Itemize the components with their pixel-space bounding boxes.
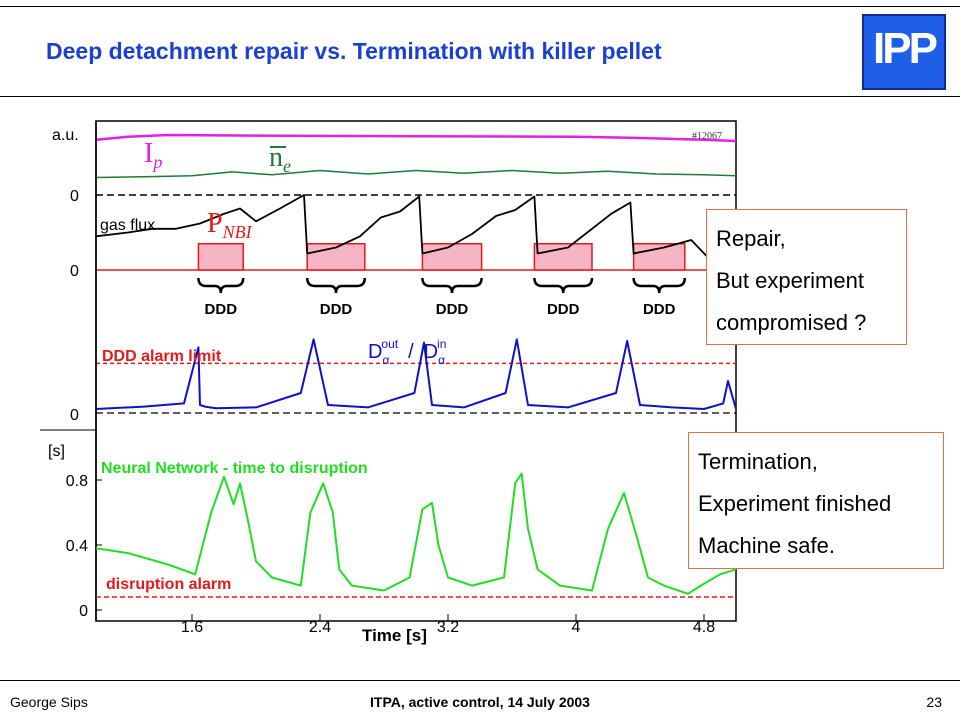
footer-page-number: 23 xyxy=(926,694,942,710)
y-label-zero-flux: 0 xyxy=(70,263,79,280)
ddd-label: DDD xyxy=(436,301,469,318)
callout-repair-line: But experiment xyxy=(716,268,864,293)
y-label-zero-dalpha: 0 xyxy=(70,407,79,424)
logo-text: IPP xyxy=(873,24,938,73)
ip-series-line xyxy=(95,133,737,143)
ne-label-sub: e xyxy=(283,156,291,176)
callout-termination-line: Machine safe. xyxy=(698,533,835,558)
d-alpha-in: D xyxy=(424,341,438,363)
top-rule xyxy=(0,6,960,7)
gas-flux-label: gas flux xyxy=(100,217,155,234)
ipp-logo: IPP xyxy=(862,14,946,90)
d-alpha-out-sup: out xyxy=(381,337,398,351)
pnbi-label-main: P xyxy=(207,208,223,239)
callout-termination: Termination, Experiment finished Machine… xyxy=(688,432,944,569)
d-alpha-out-sub: α xyxy=(382,353,389,367)
d-alpha-in-sup: in xyxy=(437,337,446,351)
d-alpha-ratio-series-line xyxy=(95,338,737,410)
ip-label-main: I xyxy=(144,138,153,169)
d-alpha-ratio-label: Dα out / Dα in xyxy=(368,337,446,367)
nbi-power-block xyxy=(421,243,483,271)
ddd-brace xyxy=(305,277,367,294)
ddd-label: DDD xyxy=(205,301,238,318)
nn-time-to-disruption-series-line xyxy=(95,472,737,595)
nn-series-label: Neural Network - time to disruption xyxy=(101,460,368,477)
d-alpha-out: D xyxy=(368,341,382,363)
nbi-power-block xyxy=(306,243,366,271)
ddd-label: DDD xyxy=(547,301,580,318)
x-tick-label: 4 xyxy=(572,619,581,636)
ddd-brace xyxy=(632,277,687,294)
d-alpha-in-sub: α xyxy=(438,353,445,367)
callout-termination-line: Experiment finished xyxy=(698,491,892,516)
callout-repair-line: Repair, xyxy=(716,226,786,251)
x-tick-label: 4.8 xyxy=(693,619,715,636)
x-tick-label: 1.6 xyxy=(181,619,203,636)
slide-title: Deep detachment repair vs. Termination w… xyxy=(46,38,662,64)
callout-repair: Repair, But experiment compromised ? xyxy=(706,209,907,345)
middle-panel xyxy=(40,121,737,621)
footer-author: George Sips xyxy=(10,694,88,710)
y-unit-seconds: [s] xyxy=(48,443,65,460)
ip-label: Ip xyxy=(144,138,162,172)
gas-flux-series-line xyxy=(95,194,736,271)
disruption-alarm-label: disruption alarm xyxy=(106,576,231,593)
ddd-brace xyxy=(197,277,245,294)
ne-label-main: n xyxy=(269,142,283,173)
callout-repair-line: compromised ? xyxy=(716,310,867,335)
y-label-au: a.u. xyxy=(52,127,79,144)
ne-series-line xyxy=(95,169,737,179)
lower-panel: 0 0.4 0.8 xyxy=(66,472,737,620)
ratio-slash: / xyxy=(408,341,414,363)
x-axis: 1.6 2.4 3.2 4 4.8 xyxy=(181,614,715,636)
nbi-power-block xyxy=(632,243,686,271)
y-label-zero-ne: 0 xyxy=(70,188,79,205)
footer-rule xyxy=(0,680,960,681)
x-axis-title: Time [s] xyxy=(362,626,427,645)
ddd-alarm-label: DDD alarm limit xyxy=(102,348,222,365)
shot-label: #12067 xyxy=(692,131,722,142)
x-tick-label: 3.2 xyxy=(437,619,459,636)
ddd-brace xyxy=(421,277,483,294)
ddd-label: DDD xyxy=(320,301,353,318)
footer-event: ITPA, active control, 14 July 2003 xyxy=(370,694,590,710)
ip-label-sub: p xyxy=(151,152,162,172)
upper-panel: DDD DDD DDD DDD DDD xyxy=(95,133,737,318)
ddd-label: DDD xyxy=(643,301,676,318)
y-tick-label: 0.4 xyxy=(66,538,88,555)
ddd-brace xyxy=(533,277,594,294)
callout-termination-line: Termination, xyxy=(698,449,818,474)
y-tick-label: 0.8 xyxy=(66,473,88,490)
y-tick-label: 0 xyxy=(79,603,88,620)
title-rule xyxy=(0,96,960,97)
pnbi-label-sub: NBI xyxy=(222,222,253,242)
ne-label: ne xyxy=(269,142,291,176)
nbi-power-block xyxy=(197,243,244,271)
x-tick-label: 2.4 xyxy=(309,619,331,636)
pnbi-label: PNBI xyxy=(207,208,253,242)
